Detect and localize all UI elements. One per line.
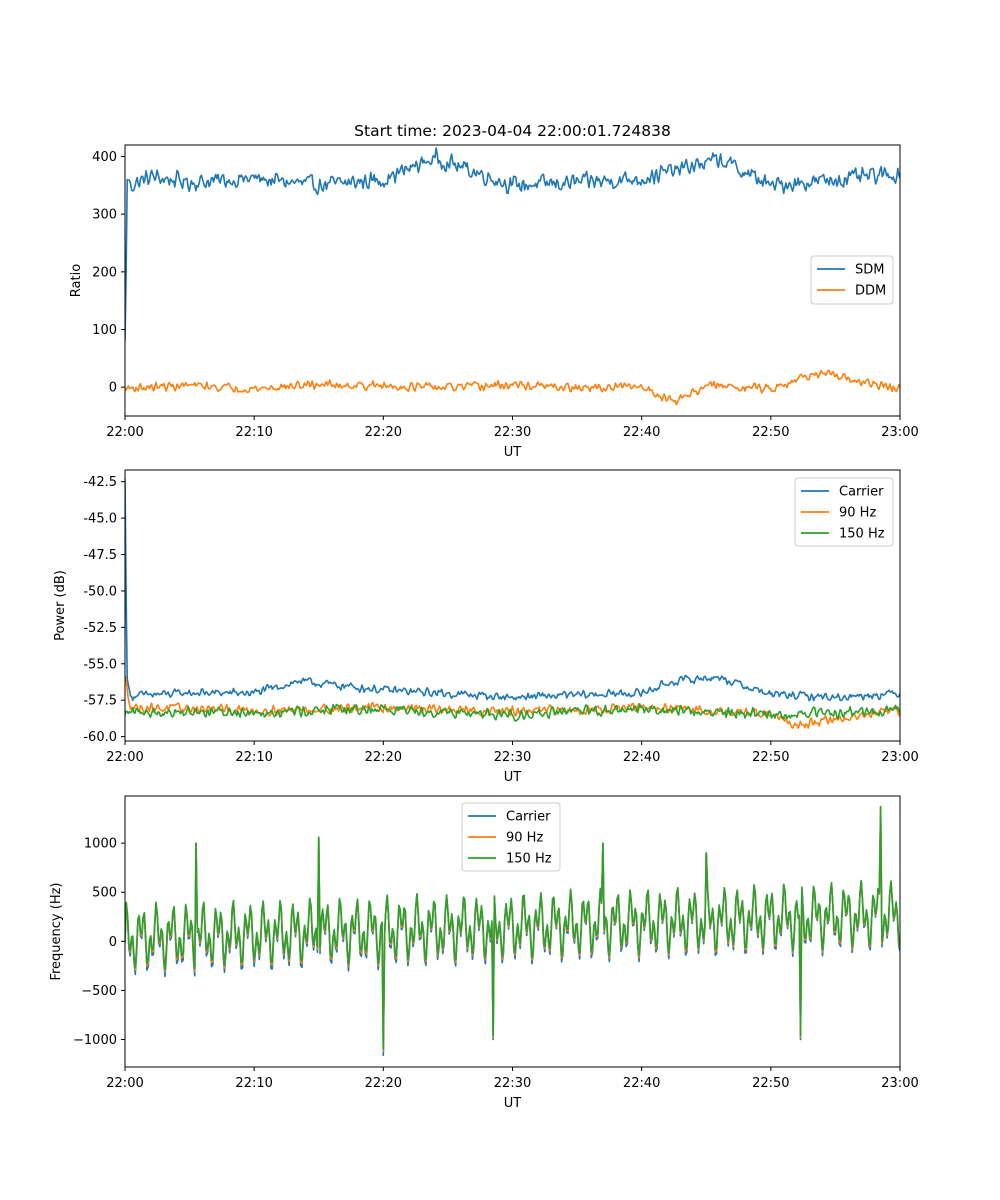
x-tick-label: 22:50 bbox=[752, 425, 789, 440]
x-tick-label: 22:20 bbox=[365, 425, 402, 440]
y-axis-label: Power (dB) bbox=[53, 570, 68, 641]
y-tick-label: -42.5 bbox=[83, 475, 117, 490]
x-tick-label: 22:30 bbox=[494, 750, 531, 765]
x-tick-label: 23:00 bbox=[881, 1076, 918, 1091]
x-tick-label: 22:50 bbox=[752, 750, 789, 765]
x-tick-label: 23:00 bbox=[881, 425, 918, 440]
y-tick-label: -45.0 bbox=[83, 512, 117, 527]
y-axis-label: Frequency (Hz) bbox=[49, 882, 64, 980]
series-group bbox=[125, 805, 900, 1057]
x-tick-label: 22:40 bbox=[623, 750, 660, 765]
x-tick-label: 22:40 bbox=[623, 1076, 660, 1091]
y-tick-label: −1000 bbox=[73, 1033, 117, 1048]
legend: SDM DDM bbox=[810, 255, 894, 305]
legend-label-carrier: Carrier bbox=[839, 485, 884, 500]
legend-frame bbox=[810, 255, 894, 305]
x-tick-label: 22:00 bbox=[106, 425, 143, 440]
x-tick-label: 22:10 bbox=[235, 1076, 272, 1091]
chart-title: Start time: 2023-04-04 22:00:01.724838 bbox=[354, 122, 671, 140]
series-line-sdm bbox=[125, 147, 900, 342]
legend-label-150-hz: 150 Hz bbox=[839, 527, 885, 542]
x-tick-label: 22:10 bbox=[235, 425, 272, 440]
series-group bbox=[125, 147, 900, 406]
y-axis-label: Ratio bbox=[69, 264, 84, 297]
legend-label-ddm: DDM bbox=[855, 284, 886, 299]
x-tick-label: 22:50 bbox=[752, 1076, 789, 1091]
series-line-ddm bbox=[125, 369, 900, 406]
ratio-panel: 22:00 22:10 22:20 22:30 22:40 22:50 23:00 0 100 2… bbox=[69, 144, 919, 460]
y-tick-label: 0 bbox=[109, 935, 117, 950]
x-tick-label: 22:40 bbox=[623, 425, 660, 440]
legend: Carrier 90 Hz 150 Hz bbox=[794, 477, 894, 547]
x-tick-label: 22:20 bbox=[365, 1076, 402, 1091]
y-tick-label: −500 bbox=[81, 984, 117, 999]
y-tick-label: 1000 bbox=[84, 837, 117, 852]
y-tick-label: 0 bbox=[109, 381, 117, 396]
legend-label-carrier: Carrier bbox=[506, 810, 551, 825]
y-tick-label: 300 bbox=[92, 208, 117, 223]
y-tick-label: -55.0 bbox=[83, 657, 117, 672]
legend-label-sdm: SDM bbox=[855, 263, 884, 278]
x-tick-label: 23:00 bbox=[881, 750, 918, 765]
y-tick-label: -60.0 bbox=[83, 730, 117, 745]
legend-label-90-hz: 90 Hz bbox=[839, 506, 876, 521]
power-panel: 22:00 22:10 22:20 22:30 22:40 22:50 23:00 -42.5… bbox=[53, 469, 919, 785]
frequency-panel: 22:00 22:10 22:20 22:30 22:40 22:50 23:00 −1000… bbox=[49, 795, 919, 1111]
x-tick-label: 22:30 bbox=[494, 425, 531, 440]
x-tick-label: 22:20 bbox=[365, 750, 402, 765]
y-tick-label: 500 bbox=[92, 886, 117, 901]
y-tick-label: 400 bbox=[92, 150, 117, 165]
y-tick-label: 200 bbox=[92, 265, 117, 280]
x-tick-label: 22:00 bbox=[106, 750, 143, 765]
legend-label-150-hz: 150 Hz bbox=[506, 852, 552, 867]
x-tick-label: 22:10 bbox=[235, 750, 272, 765]
x-axis-label: UT bbox=[504, 445, 522, 460]
y-tick-label: -57.5 bbox=[83, 694, 117, 709]
y-tick-label: -52.5 bbox=[83, 621, 117, 636]
x-tick-label: 22:00 bbox=[106, 1076, 143, 1091]
y-tick-label: 100 bbox=[92, 323, 117, 338]
y-tick-label: -50.0 bbox=[83, 584, 117, 599]
series-line-150-hz bbox=[125, 703, 900, 722]
x-axis-label: UT bbox=[504, 1096, 522, 1111]
y-tick-label: -47.5 bbox=[83, 548, 117, 563]
x-axis-label: UT bbox=[504, 770, 522, 785]
legend-frame bbox=[794, 477, 894, 547]
series-line-carrier bbox=[125, 478, 900, 702]
series-group bbox=[125, 478, 900, 730]
legend-label-90-hz: 90 Hz bbox=[506, 831, 543, 846]
x-tick-label: 22:30 bbox=[494, 1076, 531, 1091]
series-line-150-hz bbox=[125, 805, 900, 1051]
legend: Carrier 90 Hz 150 Hz bbox=[461, 802, 561, 872]
legend-frame bbox=[461, 802, 561, 872]
